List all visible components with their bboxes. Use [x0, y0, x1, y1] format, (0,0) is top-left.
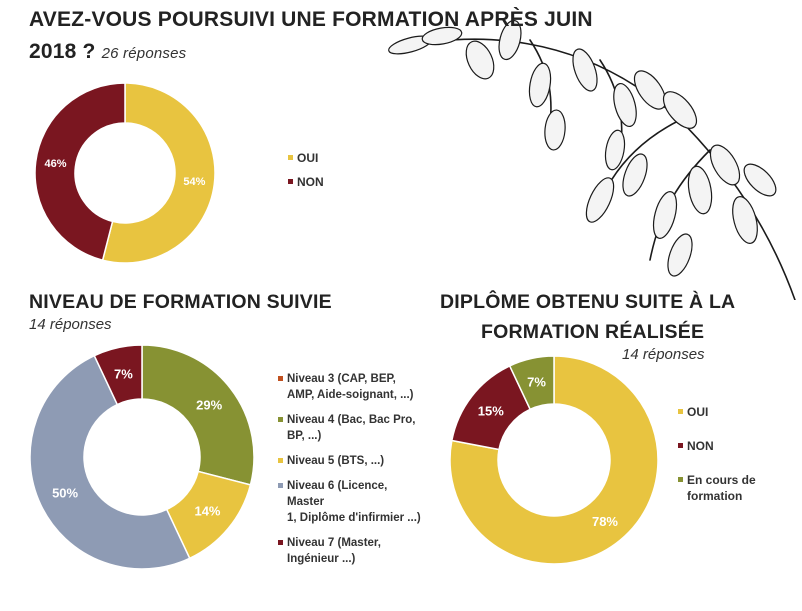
chart1-subtitle: 26 réponses	[101, 45, 187, 62]
slice-1	[141, 344, 255, 486]
legend-label-4: Niveau 7 (Master, Ingénieur ...)	[287, 537, 381, 565]
slice-label-0: 78%	[592, 514, 618, 529]
slice-0	[449, 355, 659, 565]
chart3-title-line2: FORMATION RÉALISÉE	[481, 321, 705, 343]
chart2-title: NIVEAU DE FORMATION SUIVIE	[29, 291, 332, 313]
chart1-title-line1: AVEZ-VOUS POURSUIVI UNE FORMATION APRÈS …	[29, 8, 593, 31]
slice-label-2: 7%	[527, 374, 546, 389]
legend-label-1: Niveau 4 (Bac, Bac Pro, BP, ...)	[287, 414, 416, 442]
legend-item-2: Niveau 5 (BTS, ...)	[278, 453, 423, 469]
legend-item-2: En cours de formation	[678, 472, 778, 504]
chart3-legend: OUI NON En cours de formation	[678, 404, 778, 522]
slice-label-1: 46%	[45, 158, 67, 170]
chart2-donut: 29% 14% 50% 7%	[29, 344, 255, 570]
chart1-donut: 54% 46%	[34, 82, 216, 264]
legend-swatch-3	[278, 483, 283, 488]
chart3-subtitle: 14 réponses	[622, 346, 705, 363]
legend-swatch-1	[678, 443, 683, 448]
slice-label-2: 14%	[194, 504, 220, 519]
chart2-subtitle: 14 réponses	[29, 316, 112, 333]
legend-swatch-0	[278, 376, 283, 381]
chart1-title-line2: 2018 ? 26 réponses	[29, 40, 186, 64]
legend-label-2: En cours de formation	[687, 473, 756, 503]
slice-2	[508, 355, 555, 411]
slice-0	[101, 82, 216, 264]
legend-swatch-0	[678, 409, 683, 414]
legend-swatch-4	[278, 540, 283, 545]
slice-1	[34, 82, 126, 262]
slice-label-0: 54%	[183, 176, 205, 188]
legend-item-0: OUI	[678, 404, 778, 420]
slice-label-1: 15%	[478, 403, 504, 418]
legend-label-0: Niveau 3 (CAP, BEP, AMP, Aide-soignant, .…	[287, 373, 414, 401]
slice-label-3: 50%	[52, 486, 78, 501]
legend-item-1: NON	[678, 438, 778, 454]
chart1-title-year: 2018 ?	[29, 40, 96, 63]
legend-swatch-1	[288, 179, 293, 184]
chart1-legend: OUI NON	[288, 150, 324, 198]
oat-branch-icon	[388, 19, 796, 300]
chart3-donut: 78% 15% 7%	[449, 355, 659, 565]
legend-item-1: Niveau 4 (Bac, Bac Pro, BP, ...)	[278, 412, 423, 444]
chart3-title-line1: DIPLÔME OBTENU SUITE À LA	[440, 291, 736, 313]
legend-item-1: NON	[288, 174, 324, 190]
slice-label-4: 7%	[114, 367, 133, 382]
legend-label-0: OUI	[297, 151, 319, 165]
legend-label-1: NON	[687, 439, 714, 453]
slice-label-1: 29%	[196, 397, 222, 412]
legend-swatch-2	[278, 458, 283, 463]
legend-label-1: NON	[297, 175, 324, 189]
legend-item-3: Niveau 6 (Licence, Master 1, Diplôme d'in…	[278, 478, 423, 526]
chart2-legend: Niveau 3 (CAP, BEP, AMP, Aide-soignant, .…	[278, 371, 423, 576]
slice-4	[93, 344, 143, 406]
legend-label-0: OUI	[687, 405, 709, 419]
legend-item-0: Niveau 3 (CAP, BEP, AMP, Aide-soignant, .…	[278, 371, 423, 403]
legend-swatch-2	[678, 477, 683, 482]
legend-swatch-0	[288, 155, 293, 160]
legend-swatch-1	[278, 417, 283, 422]
legend-item-0: OUI	[288, 150, 324, 166]
legend-label-3: Niveau 6 (Licence, Master 1, Diplôme d'in…	[287, 480, 421, 524]
legend-item-4: Niveau 7 (Master, Ingénieur ...)	[278, 535, 423, 567]
slice-3	[29, 354, 191, 570]
legend-label-2: Niveau 5 (BTS, ...)	[287, 455, 385, 467]
